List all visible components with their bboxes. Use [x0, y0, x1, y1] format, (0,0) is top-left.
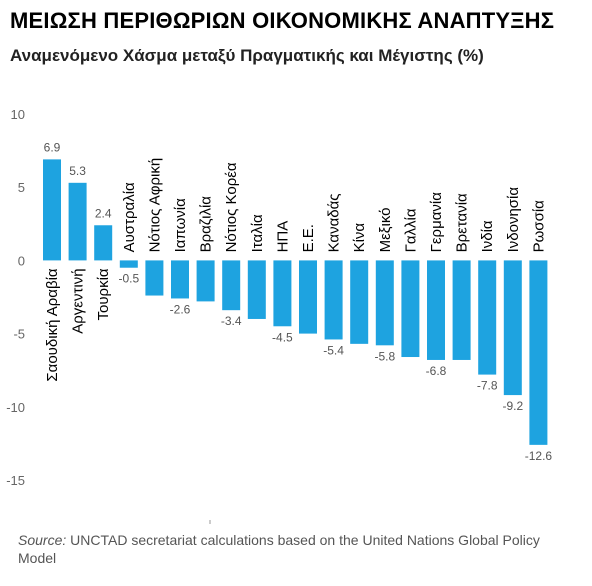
category-label: Ρωσσία [530, 200, 547, 253]
bar-8 [222, 260, 241, 311]
bar-13 [350, 260, 369, 344]
category-label: Ιαπωνία [172, 198, 189, 253]
data-label: -5.4 [323, 343, 344, 357]
bar-18 [478, 260, 497, 375]
category-label: Ινδονησία [505, 187, 522, 253]
category-label: Καναδάς [326, 193, 343, 252]
data-label: -4.5 [272, 330, 293, 344]
chart-subtitle: Αναμενόμενο Χάσμα μεταξύ Πραγματικής και… [10, 46, 484, 65]
category-label: Κίνα [351, 223, 368, 253]
data-label: -9.2 [502, 399, 523, 413]
category-label: Σαουδική Αραβία [44, 268, 61, 382]
bar-chart: 10 5 0 -5 -10 -15 6.9 Σαουδική Αραβία 5.3 Αργεντι… [6, 107, 553, 524]
category-label: Νότιος Αφρική [146, 158, 163, 253]
data-label: 5.3 [69, 164, 86, 178]
category-label: Ε.Ε. [300, 224, 317, 252]
bar-6 [171, 260, 189, 299]
category-label: Βραζιλία [198, 196, 215, 253]
bar-15 [401, 260, 420, 358]
category-label: Αυστραλία [121, 182, 138, 252]
bar-1 [43, 159, 61, 261]
bar-9 [247, 260, 266, 319]
y-tick-label: -15 [6, 473, 25, 488]
category-label: ΗΠΑ [274, 221, 291, 253]
data-label: -0.5 [118, 272, 139, 286]
data-label: -2.6 [170, 302, 191, 316]
bar-7 [196, 260, 215, 302]
y-tick-label: -5 [13, 327, 25, 342]
bar-5 [145, 260, 164, 296]
bar-3 [94, 225, 113, 261]
data-label: -3.4 [221, 314, 242, 328]
bar-17 [452, 260, 471, 360]
category-label: Νότιος Κορέα [223, 162, 240, 252]
bar-4 [119, 260, 138, 268]
data-label: 2.4 [95, 206, 112, 220]
category-label: Μεξικό [377, 208, 394, 253]
data-label: 6.9 [44, 140, 61, 154]
category-label: Ινδία [479, 220, 496, 252]
y-tick-label: 5 [18, 180, 25, 195]
bar-10 [273, 260, 292, 327]
y-tick-label: -10 [6, 400, 25, 415]
chart-title: ΜΕΙΩΣΗ ΠΕΡΙΘΩΡΙΩΝ ΟΙΚΟΝΟΜΙΚΗΣ ΑΝΑΠΤΥΞΗΣ [10, 8, 555, 33]
bar-2 [68, 182, 87, 261]
y-tick-label: 10 [11, 107, 25, 122]
source-note: Source: UNCTAD secretariat calculations … [18, 531, 578, 567]
bar-20 [529, 260, 548, 445]
data-label: -7.8 [477, 379, 498, 393]
y-tick-label: 0 [18, 253, 25, 268]
data-label: -5.8 [374, 349, 395, 363]
category-label: Γερμανία [428, 192, 445, 253]
bar-16 [427, 260, 445, 360]
bar-14 [375, 260, 394, 346]
bar-11 [299, 260, 317, 334]
data-label: -12.6 [525, 449, 553, 463]
category-label: Τουρκία [95, 268, 112, 320]
category-label: Αργεντινή [70, 268, 87, 333]
category-label: Ιταλία [249, 214, 266, 252]
category-label: Βρετανία [454, 193, 471, 252]
bar-19 [503, 260, 522, 396]
source-label: Source: [18, 532, 67, 548]
bar-12 [324, 260, 343, 340]
data-label: -6.8 [426, 364, 447, 378]
source-text: UNCTAD secretariat calculations based on… [18, 532, 540, 566]
category-label: Γαλλία [402, 208, 419, 252]
